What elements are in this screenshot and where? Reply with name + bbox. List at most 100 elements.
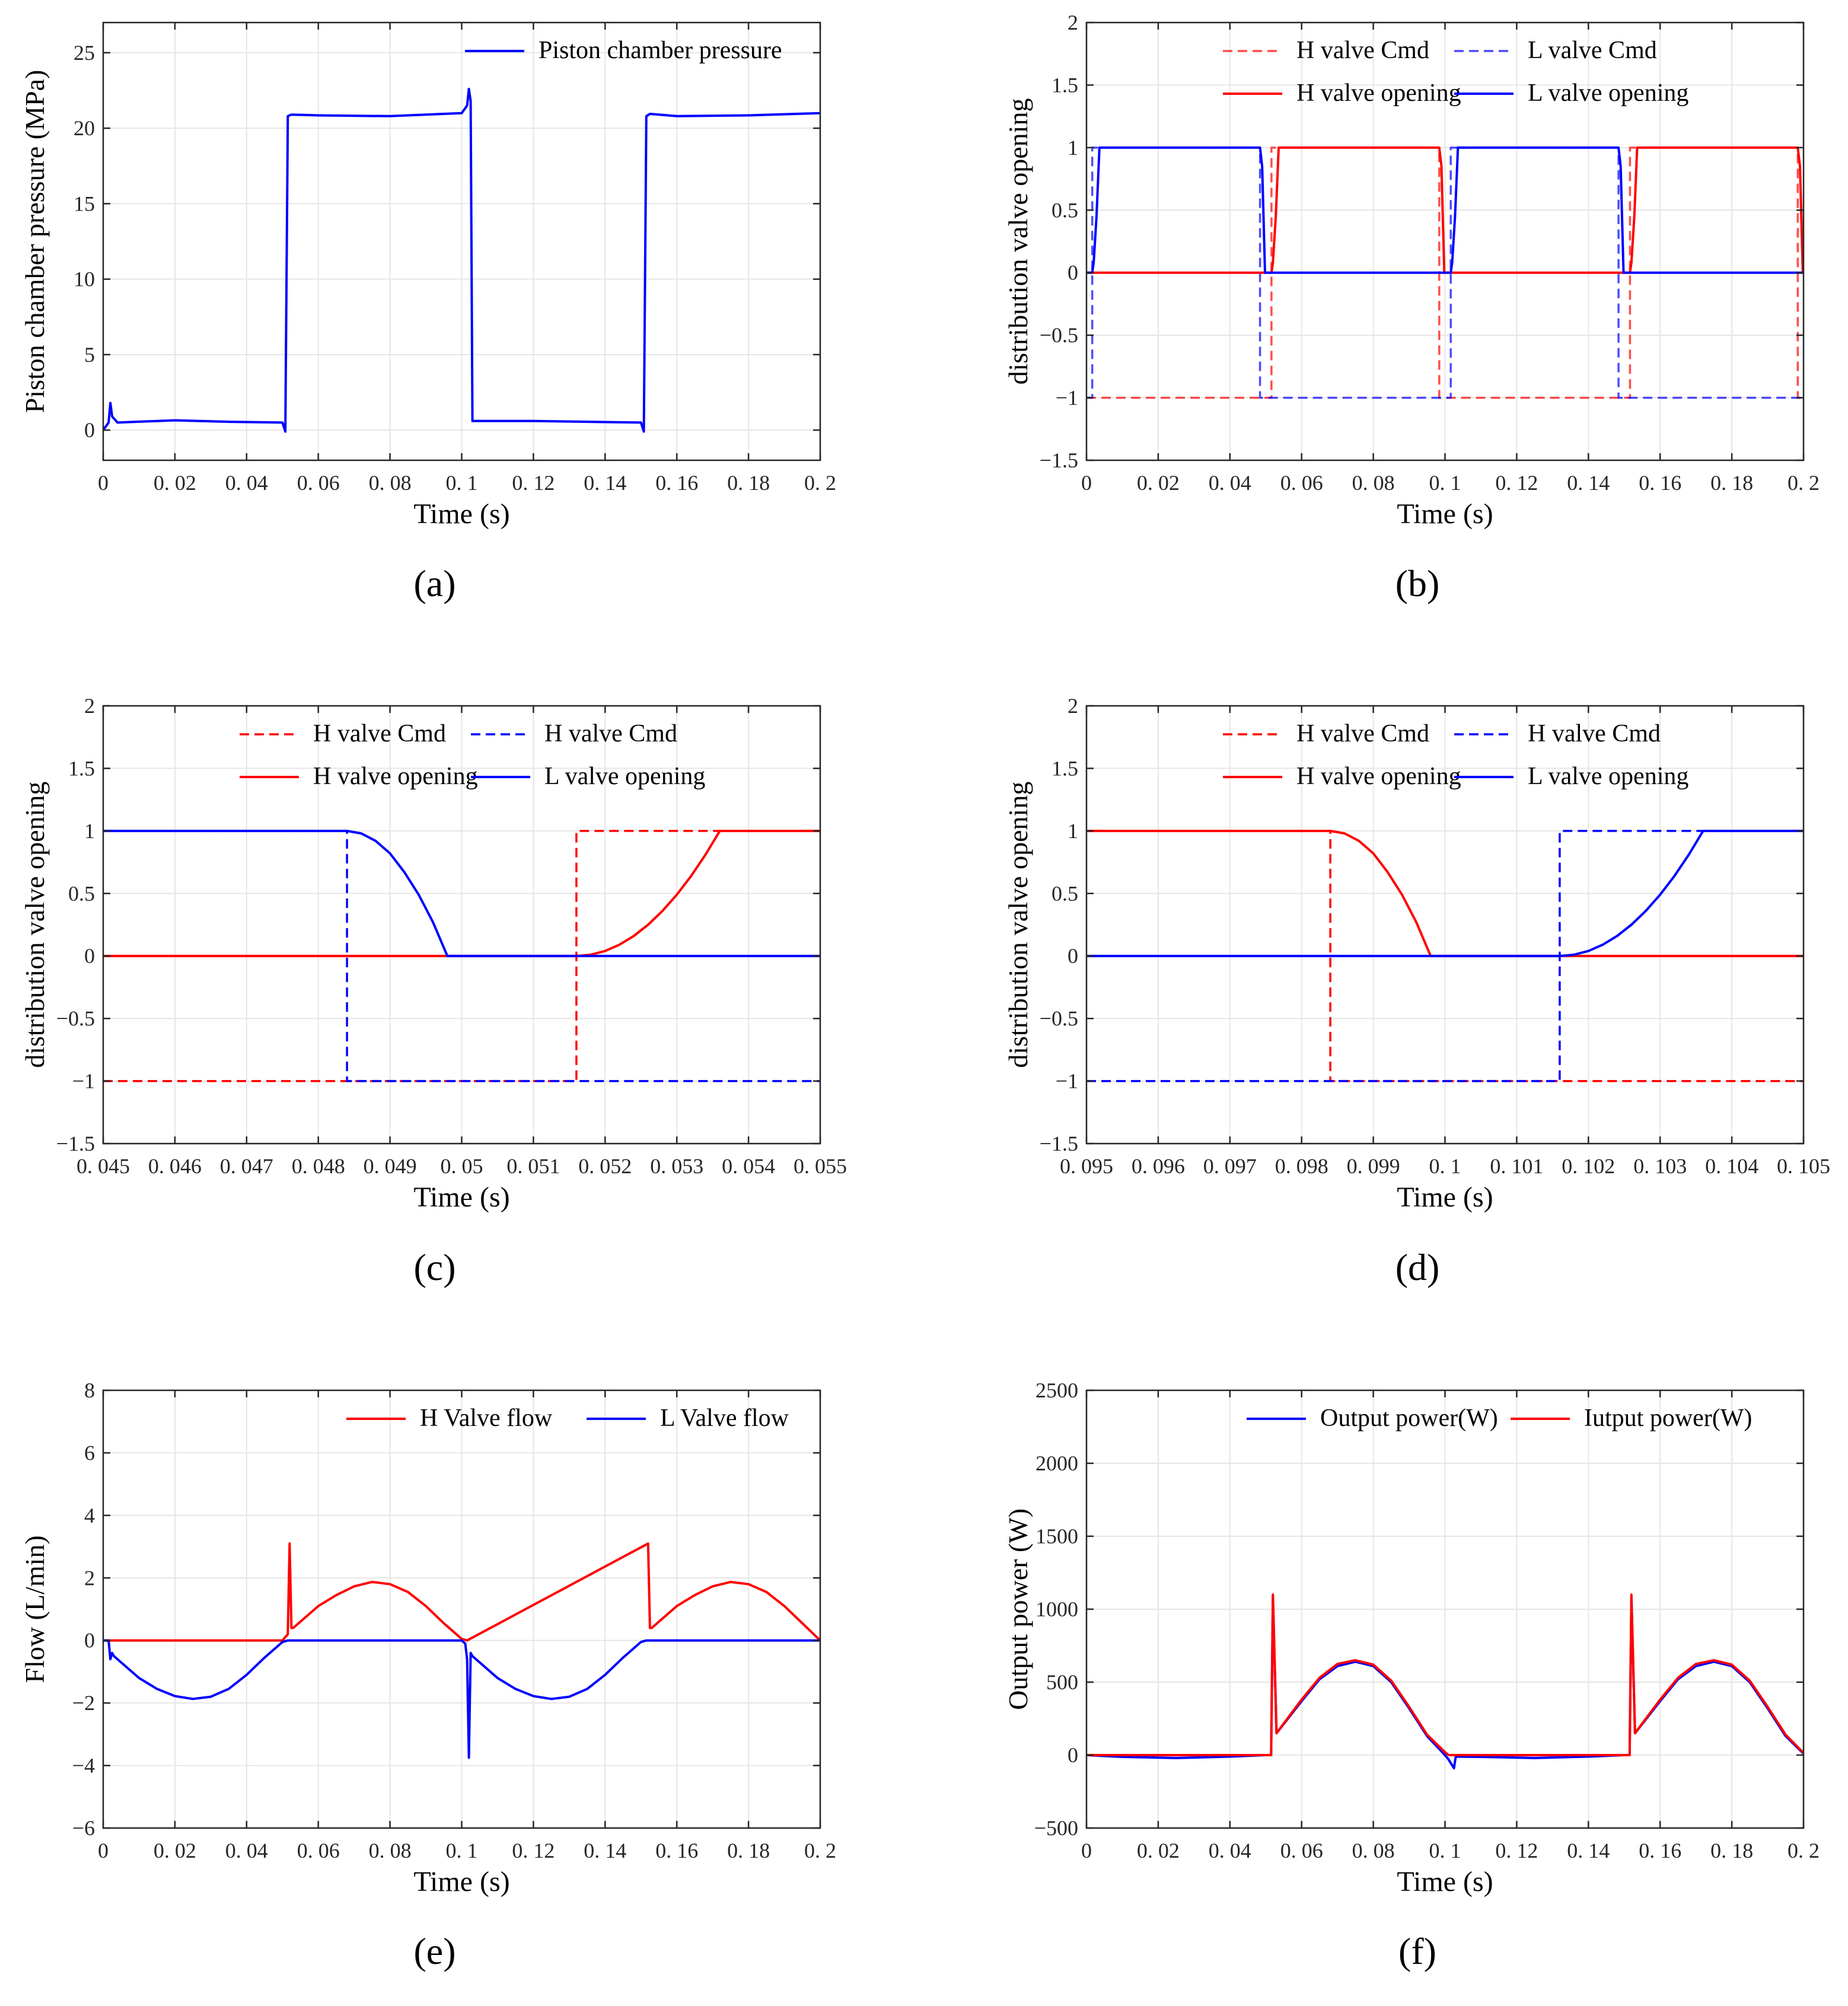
x-tick-label: 0. 098: [1275, 1154, 1328, 1178]
legend: H Valve flow L Valve flow: [346, 1405, 789, 1432]
x-tick-label: 0. 1: [446, 471, 478, 495]
x-axis-label: Time (s): [413, 1866, 509, 1897]
y-tick-label: −0.5: [1040, 323, 1078, 347]
panel-label-d: (d): [1395, 1246, 1440, 1288]
x-tick-label: 0. 02: [154, 471, 196, 495]
legend: Piston chamber pressure: [465, 37, 782, 64]
legend: H valve Cmd H valve Cmd H valve opening L v…: [240, 720, 705, 790]
series-line-4: [103, 829, 820, 957]
x-tick-label: 0. 2: [804, 471, 836, 495]
legend-label: H valve Cmd: [544, 720, 677, 747]
x-tick-label: 0. 06: [297, 471, 340, 495]
y-tick-label: 2: [84, 694, 95, 718]
y-tick-label: 6: [84, 1441, 95, 1464]
y-tick-label: 1.5: [1052, 756, 1078, 780]
y-tick-label: 1: [1068, 136, 1078, 160]
y-tick-label: 4: [84, 1504, 95, 1527]
legend-label: H valve Cmd: [1296, 37, 1429, 64]
x-tick-label: 0. 101: [1490, 1154, 1543, 1178]
y-tick-label: −1.5: [1040, 1132, 1078, 1155]
legend-label: H valve opening: [313, 763, 478, 790]
y-tick-label: 1: [1068, 819, 1078, 843]
x-tick-label: 0. 16: [655, 1839, 698, 1862]
x-tick-label: 0. 04: [1209, 1839, 1251, 1862]
legend-label: L valve opening: [1528, 79, 1688, 107]
chart-a: 0 0. 02 0. 04 0. 06 0. 08 0. 1 0. 12 0. 14 0. 16…: [20, 21, 836, 530]
y-tick-label: −1: [72, 1069, 95, 1093]
legend-label: H valve Cmd: [313, 720, 446, 747]
series-line-2: [1087, 1593, 1804, 1756]
chart-f: 0 0. 02 0. 04 0. 06 0. 08 0. 1 0. 12 0. 14 0. 16…: [1003, 1378, 1820, 1897]
y-tick-label: 1.5: [1052, 73, 1078, 97]
y-axis-label: Output power (W): [1003, 1508, 1033, 1710]
panel-label-c: (c): [413, 1246, 455, 1288]
x-tick-label: 0. 055: [794, 1154, 847, 1178]
y-tick-label: 0: [1068, 261, 1078, 285]
y-tick-label: 2: [1068, 694, 1078, 718]
x-tick-label: 0. 105: [1777, 1154, 1830, 1178]
x-tick-label: 0. 1: [446, 1839, 478, 1862]
x-tick-label: 0. 06: [1280, 471, 1323, 495]
x-tick-label: 0. 16: [1639, 471, 1681, 495]
chart-b: 0 0. 02 0. 04 0. 06 0. 08 0. 1 0. 12 0. 14 0. 16…: [1003, 11, 1820, 530]
x-tick-label: 0. 02: [1137, 1839, 1180, 1862]
y-tick-label: 20: [74, 116, 95, 140]
legend-label: Iutput power(W): [1584, 1405, 1752, 1432]
x-tick-label: 0. 12: [1495, 1839, 1538, 1862]
x-axis-label: Time (s): [1397, 1866, 1493, 1897]
x-tick-label: 0. 14: [584, 1839, 626, 1862]
y-tick-label: 0: [84, 418, 95, 442]
y-tick-label: 8: [84, 1378, 95, 1402]
y-tick-label: −6: [72, 1816, 95, 1840]
x-tick-label: 0. 06: [297, 1839, 340, 1862]
x-tick-label: 0. 02: [154, 1839, 196, 1862]
series-line-4: [1087, 829, 1804, 957]
series-line-1: [103, 1542, 820, 1642]
panel-label-a: (a): [413, 562, 455, 604]
x-tick-label: 0. 047: [220, 1154, 273, 1178]
y-axis-label: distribution valve opening: [1003, 98, 1033, 385]
y-axis-label: Flow (L/min): [20, 1535, 50, 1683]
y-tick-label: 1500: [1035, 1524, 1078, 1548]
x-tick-label: 0. 049: [364, 1154, 417, 1178]
y-tick-label: 0.5: [1052, 198, 1078, 222]
x-tick-label: 0. 048: [292, 1154, 345, 1178]
y-tick-label: 0.5: [68, 881, 95, 905]
y-tick-label: −0.5: [56, 1007, 95, 1030]
x-tick-label: 0. 18: [727, 1839, 770, 1862]
x-tick-label: 0. 097: [1203, 1154, 1257, 1178]
x-tick-label: 0. 02: [1137, 471, 1180, 495]
y-tick-label: −1: [1056, 1069, 1078, 1093]
y-tick-label: 0: [1068, 944, 1078, 968]
x-tick-label: 0. 14: [584, 471, 626, 495]
legend-label: H valve Cmd: [1528, 720, 1661, 747]
y-tick-label: 2: [1068, 11, 1078, 34]
x-tick-label: 0. 18: [1710, 1839, 1753, 1862]
legend-label: Output power(W): [1320, 1405, 1498, 1432]
x-tick-label: 0. 08: [1352, 471, 1395, 495]
y-tick-label: 25: [74, 41, 95, 65]
x-tick-label: 0. 2: [804, 1839, 836, 1862]
panel-label-f: (f): [1398, 1930, 1436, 1972]
legend-label: H Valve flow: [420, 1405, 553, 1432]
x-tick-label: 0. 053: [650, 1154, 703, 1178]
x-axis-label: Time (s): [1397, 498, 1493, 530]
x-tick-label: 0. 095: [1060, 1154, 1113, 1178]
x-tick-label: 0. 2: [1788, 1839, 1820, 1862]
y-tick-label: 0: [1068, 1743, 1078, 1767]
y-tick-label: −1.5: [56, 1132, 95, 1155]
y-tick-label: −0.5: [1040, 1007, 1078, 1030]
x-tick-label: 0. 14: [1567, 471, 1610, 495]
x-axis-label: Time (s): [413, 1182, 509, 1213]
panel-label-e: (e): [413, 1930, 455, 1972]
chart-c: 0. 045 0. 046 0. 047 0. 048 0. 049 0. 05 0. 05…: [20, 694, 847, 1213]
x-tick-label: 0. 1: [1429, 471, 1461, 495]
series-line-3: [1087, 829, 1804, 957]
x-tick-label: 0: [1081, 1839, 1092, 1862]
legend-label: L valve opening: [544, 763, 705, 790]
series-line-4: [1087, 146, 1804, 274]
y-tick-label: −500: [1034, 1816, 1078, 1840]
series-line-3: [1087, 146, 1804, 274]
y-axis-label: distribution valve opening: [20, 782, 50, 1068]
